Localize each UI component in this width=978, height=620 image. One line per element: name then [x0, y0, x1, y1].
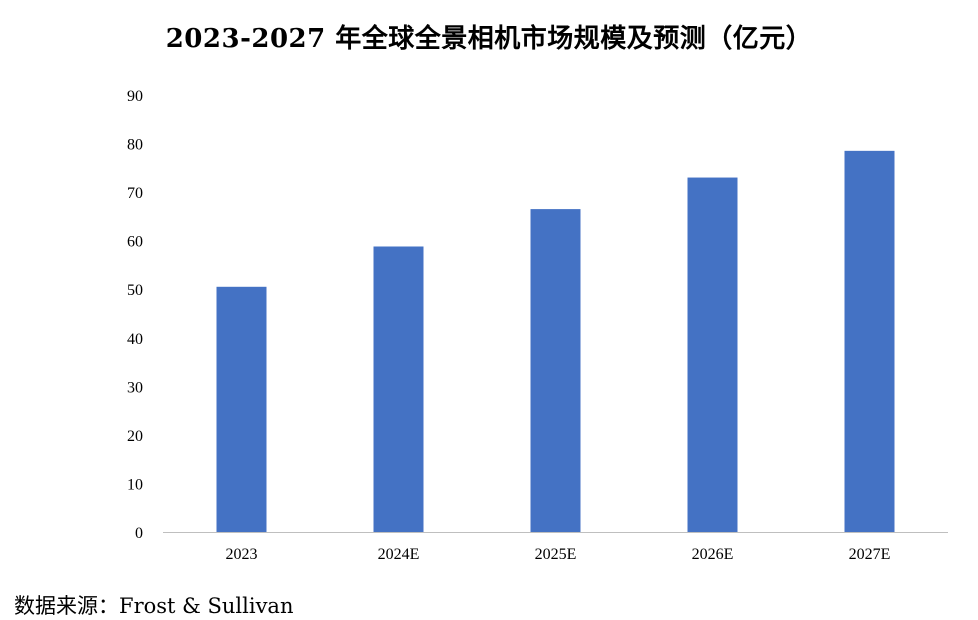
- bar-2027E: [844, 150, 895, 533]
- y-tick-label: 50: [127, 282, 143, 299]
- y-tick-label: 40: [127, 331, 143, 348]
- y-tick-label: 80: [127, 137, 143, 154]
- bar-2024E: [373, 246, 424, 532]
- y-tick-label: 20: [127, 428, 143, 445]
- x-tick-label: 2027E: [849, 546, 891, 563]
- y-tick-label: 70: [127, 185, 143, 202]
- x-tick-label: 2023: [226, 546, 258, 563]
- x-tick-label: 2024E: [378, 546, 420, 563]
- source-note: 数据来源：Frost & Sullivan: [14, 594, 294, 618]
- y-tick-label: 30: [127, 379, 143, 396]
- bars: [216, 150, 895, 533]
- chart-title: 2023-2027 年全球全景相机市场规模及预测（亿元）: [165, 24, 813, 54]
- bar-2023: [216, 286, 267, 532]
- y-tick-label: 90: [127, 88, 143, 105]
- y-tick-label: 10: [127, 476, 143, 493]
- bar-2025E: [530, 209, 581, 532]
- bar-2026E: [687, 177, 738, 533]
- x-tick-label: 2025E: [535, 546, 577, 563]
- y-tick-label: 0: [135, 525, 143, 542]
- y-tick-label: 60: [127, 234, 143, 251]
- y-axis-ticks: 0 10 20 30 40 50 60 70 80 90: [127, 88, 143, 542]
- x-axis-ticks: 2023 2024E 2025E 2026E 2027E: [226, 546, 891, 563]
- x-tick-label: 2026E: [692, 546, 734, 563]
